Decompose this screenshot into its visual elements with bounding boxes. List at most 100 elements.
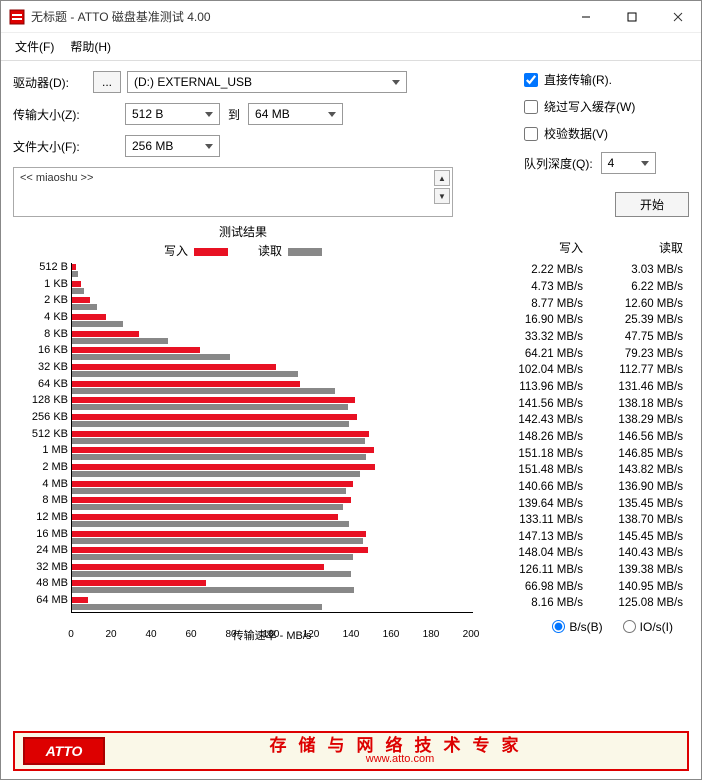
- read-swatch: [288, 248, 322, 256]
- read-bar: [72, 521, 349, 527]
- read-value: 135.45 MB/s: [583, 498, 683, 510]
- write-value: 113.96 MB/s: [483, 381, 583, 393]
- start-button[interactable]: 开始: [615, 192, 689, 217]
- desc-down-button[interactable]: ▼: [434, 188, 450, 204]
- minimize-button[interactable]: [563, 1, 609, 33]
- chart-row: 64 KB: [72, 380, 473, 397]
- read-value: 125.08 MB/s: [583, 597, 683, 609]
- read-value: 146.85 MB/s: [583, 448, 683, 460]
- read-bar: [72, 571, 351, 577]
- x-tick: 80: [225, 629, 236, 640]
- y-label: 128 KB: [16, 394, 68, 406]
- y-label: 32 KB: [16, 361, 68, 373]
- queue-depth-select[interactable]: 4: [601, 152, 656, 174]
- read-value: 6.22 MB/s: [583, 281, 683, 293]
- write-bar: [72, 564, 324, 570]
- data-row: 126.11 MB/s139.38 MB/s: [483, 562, 683, 579]
- x-tick: 40: [145, 629, 156, 640]
- data-panel: 写入 读取 2.22 MB/s3.03 MB/s4.73 MB/s6.22 MB…: [483, 223, 683, 634]
- close-button[interactable]: [655, 1, 701, 33]
- read-value: 3.03 MB/s: [583, 264, 683, 276]
- write-bar: [72, 431, 369, 437]
- write-value: 4.73 MB/s: [483, 281, 583, 293]
- write-bar: [72, 314, 106, 320]
- data-row: 148.04 MB/s140.43 MB/s: [483, 545, 683, 562]
- chart-row: 128 KB: [72, 396, 473, 413]
- y-label: 512 B: [16, 261, 68, 273]
- verify-checkbox[interactable]: [524, 127, 538, 141]
- transfer-size-from-select[interactable]: 512 B: [125, 103, 220, 125]
- desc-up-button[interactable]: ▲: [434, 170, 450, 186]
- window-title: 无标题 - ATTO 磁盘基准测试 4.00: [31, 8, 563, 25]
- transfer-size-label: 传输大小(Z):: [13, 106, 93, 123]
- write-bar: [72, 447, 374, 453]
- bps-radio[interactable]: [552, 620, 565, 633]
- iops-radio[interactable]: [623, 620, 636, 633]
- chart-row: 2 MB: [72, 463, 473, 480]
- menu-file[interactable]: 文件(F): [7, 34, 62, 59]
- direct-io-checkbox[interactable]: [524, 73, 538, 87]
- data-row: 133.11 MB/s138.70 MB/s: [483, 512, 683, 529]
- file-size-select[interactable]: 256 MB: [125, 135, 220, 157]
- y-label: 16 MB: [16, 528, 68, 540]
- drive-select[interactable]: (D:) EXTERNAL_USB: [127, 71, 407, 93]
- y-label: 16 KB: [16, 344, 68, 356]
- x-tick: 100: [263, 629, 280, 640]
- read-bar: [72, 504, 343, 510]
- chart-row: 64 MB: [72, 596, 473, 613]
- read-value: 79.23 MB/s: [583, 348, 683, 360]
- y-label: 256 KB: [16, 411, 68, 423]
- data-row: 102.04 MB/s112.77 MB/s: [483, 362, 683, 379]
- read-value: 138.29 MB/s: [583, 414, 683, 426]
- drive-browse-button[interactable]: ...: [93, 71, 121, 93]
- body: 驱动器(D): ... (D:) EXTERNAL_USB 传输大小(Z): 5…: [1, 61, 701, 727]
- data-row: 113.96 MB/s131.46 MB/s: [483, 379, 683, 396]
- read-value: 139.38 MB/s: [583, 564, 683, 576]
- chart-row: 32 MB: [72, 563, 473, 580]
- read-value: 146.56 MB/s: [583, 431, 683, 443]
- read-bar: [72, 587, 354, 593]
- data-row: 8.77 MB/s12.60 MB/s: [483, 295, 683, 312]
- read-value: 145.45 MB/s: [583, 531, 683, 543]
- maximize-button[interactable]: [609, 1, 655, 33]
- chart-row: 16 MB: [72, 530, 473, 547]
- chart-row: 2 KB: [72, 296, 473, 313]
- write-value: 64.21 MB/s: [483, 348, 583, 360]
- write-value: 33.32 MB/s: [483, 331, 583, 343]
- x-tick: 0: [68, 629, 74, 640]
- chart: 512 B1 KB2 KB4 KB8 KB16 KB32 KB64 KB128 …: [71, 263, 473, 633]
- titlebar: 无标题 - ATTO 磁盘基准测试 4.00: [1, 1, 701, 33]
- write-bar: [72, 347, 200, 353]
- write-value: 139.64 MB/s: [483, 498, 583, 510]
- read-bar: [72, 488, 346, 494]
- window-controls: [563, 1, 701, 33]
- y-label: 4 KB: [16, 311, 68, 323]
- chart-row: 4 MB: [72, 480, 473, 497]
- write-value: 8.16 MB/s: [483, 597, 583, 609]
- read-bar: [72, 338, 168, 344]
- write-value: 142.43 MB/s: [483, 414, 583, 426]
- y-label: 4 MB: [16, 478, 68, 490]
- write-bar: [72, 331, 139, 337]
- transfer-size-to-select[interactable]: 64 MB: [248, 103, 343, 125]
- read-bar: [72, 454, 366, 460]
- x-tick: 200: [463, 629, 480, 640]
- description-box[interactable]: << miaoshu >> ▲ ▼: [13, 167, 453, 217]
- read-value: 112.77 MB/s: [583, 364, 683, 376]
- chart-row: 512 B: [72, 263, 473, 280]
- data-row: 4.73 MB/s6.22 MB/s: [483, 279, 683, 296]
- banner-url: www.atto.com: [113, 754, 687, 765]
- write-value: 151.18 MB/s: [483, 448, 583, 460]
- y-label: 32 MB: [16, 561, 68, 573]
- write-bar: [72, 397, 355, 403]
- read-bar: [72, 304, 97, 310]
- data-row: 2.22 MB/s3.03 MB/s: [483, 262, 683, 279]
- data-row: 8.16 MB/s125.08 MB/s: [483, 595, 683, 612]
- read-bar: [72, 604, 322, 610]
- chart-row: 4 KB: [72, 313, 473, 330]
- data-row: 139.64 MB/s135.45 MB/s: [483, 495, 683, 512]
- read-bar: [72, 404, 348, 410]
- bypass-cache-checkbox[interactable]: [524, 100, 538, 114]
- menu-help[interactable]: 帮助(H): [62, 34, 119, 59]
- atto-logo: ATTO: [23, 737, 105, 765]
